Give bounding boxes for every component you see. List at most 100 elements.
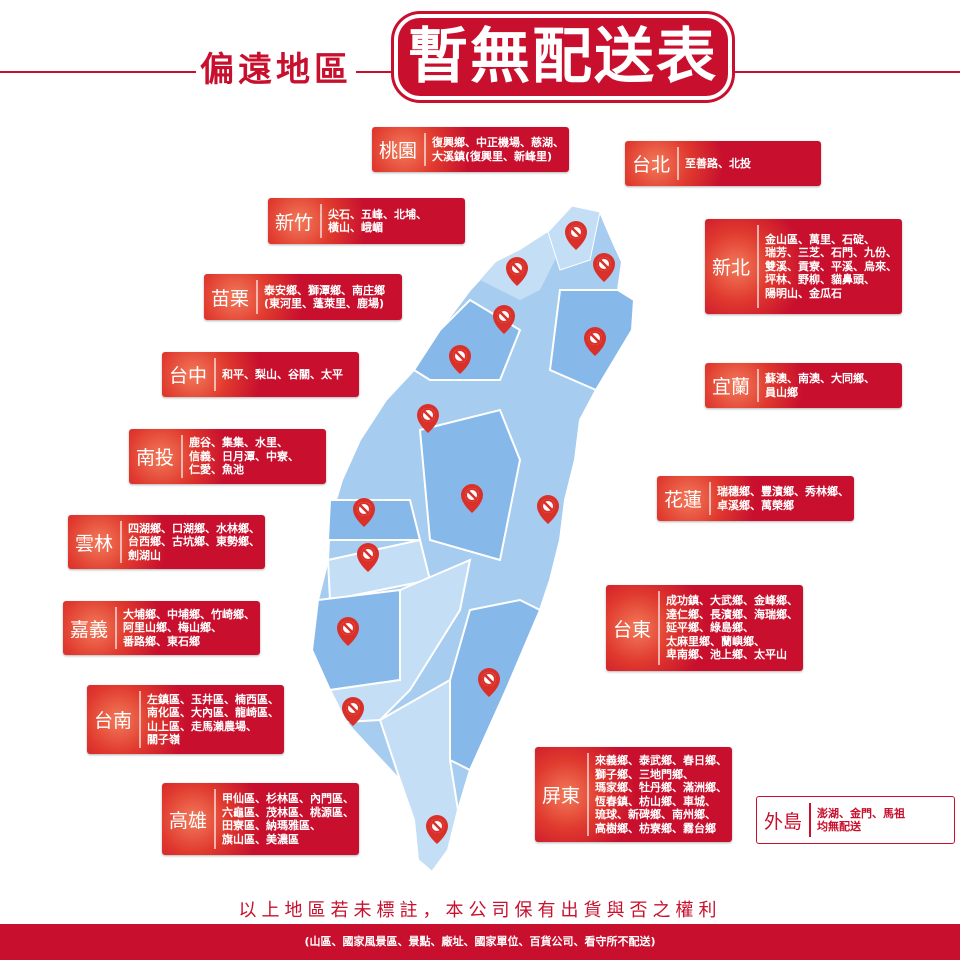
area-line: 獅子鄉、三地門鄉、 [595,767,694,781]
area-line: 瑞穗鄉、豐濱鄉、秀林鄉、 [717,485,849,498]
footer-exclusions: (山區、國家風景區、景點、廠址、國家單位、百貨公司、看守所不配送) [0,924,960,960]
title-prefix: 偏遠地區 [196,42,356,91]
area-line: 大埔鄉、中埔鄉、竹崎鄉、 [123,607,255,621]
region-areas: 來義鄉、泰武鄉、春日鄉、 獅子鄉、三地門鄉、 瑪家鄉、牡丹鄉、滿洲鄉、 恆春鎮、枋山鄉… [589,754,727,835]
area-line: 六龜區、茂林區、桃源區、 [222,805,354,819]
area-line: 均無配送 [817,820,861,833]
region-areas: 甲仙區、杉林區、內門區、 六龜區、茂林區、桃源區、 田寮區、納瑪雅區、 旗山區、美濃區 [216,792,354,846]
region-name: 新竹 [274,211,313,234]
region-name: 高雄 [168,809,207,832]
region-name: 台北 [631,154,670,176]
area-line: (東河里、蓬萊里、鹿場) [264,297,385,310]
area-line: 信義、日月潭、中寮、 [189,449,299,463]
region-divider [709,482,711,515]
region-box: 台東 成功鎮、大武鄉、金峰鄉、 達仁鄉、長濱鄉、海瑞鄉、 延平鄉、綠島鄉、 太麻里鄉、蘭… [606,585,803,671]
region-areas: 蘇澳、南澳、大同鄉、 員山鄉 [759,372,875,399]
region-divider [120,521,122,563]
region-divider [214,789,216,849]
area-line: 延平鄉、綠島鄉、 [666,621,754,635]
no-delivery-pin-icon [426,815,448,844]
region-areas: 金山區、萬里、石碇、 瑞芳、三芝、石門、九份、 雙溪、貢寮、平溪、烏來、 坪林、野柳、… [759,233,897,301]
area-line: 南化區、大內區、龍崎區、 [147,706,279,719]
area-line: 高樹鄉、枋寮鄉、霧台鄉 [595,821,716,835]
region-name: 嘉義 [69,618,108,641]
region-box: 花蓮 瑞穗鄉、豐濱鄉、秀林鄉、 卓溪鄉、萬榮鄉 [657,476,854,521]
region-divider [214,358,216,391]
area-line: 坪林、野柳、貓鼻頭、 [765,273,875,287]
region-name: 外島 [763,810,802,833]
region-areas: 鹿谷、集集、水里、 信義、日月潭、中寮、 仁愛、魚池 [183,436,299,477]
region-areas: 澎湖、金門、馬祖 均無配送 [811,807,905,834]
region-box: 雲林 四湖鄉、口湖鄉、水林鄉、 台西鄉、古坑鄉、東勢鄉、 劍湖山 [68,515,265,569]
area-line: 蘇澳、南澳、大同鄉、 [765,372,875,385]
region-divider [256,280,258,314]
region-box: 新竹 尖石、五峰、北埔、 橫山、峨嵋 [268,198,465,244]
region-divider [587,753,589,836]
area-line: 仁愛、魚池 [189,463,244,477]
area-line: 大溪鎮(復興里、新峰里) [432,149,553,163]
area-line: 恆春鎮、枋山鄉、車城、 [595,794,716,808]
no-delivery-pin-icon [537,495,559,524]
no-delivery-pin-icon [593,253,615,282]
region-areas: 大埔鄉、中埔鄉、竹崎鄉、 阿里山鄉、梅山鄉、 番路鄉、東石鄉 [117,608,255,649]
area-line: 阿里山鄉、梅山鄉、 [123,621,222,635]
region-box: 新北 金山區、萬里、石碇、 瑞芳、三芝、石門、九份、 雙溪、貢寮、平溪、烏來、 坪林、野… [705,219,902,314]
region-areas: 四湖鄉、口湖鄉、水林鄉、 台西鄉、古坑鄉、東勢鄉、 劍湖山 [122,522,260,563]
area-line: 橫山、峨嵋 [328,221,383,234]
area-line: 和平、梨山、谷關、太平 [222,367,343,381]
area-line: 員山鄉 [765,385,798,399]
no-delivery-pin-icon [584,327,606,356]
region-areas: 左鎮區、玉井區、楠西區、 南化區、大內區、龍崎區、 山上區、走馬瀨農場、 關子嶺 [141,693,279,747]
region-name: 屏東 [541,785,580,807]
region-name: 桃園 [378,140,417,162]
area-line: 達仁鄉、長濱鄉、海瑞鄉、 [666,607,798,621]
no-delivery-pin-icon [337,617,359,646]
area-line: 台西鄉、古坑鄉、東勢鄉、 [128,535,260,549]
map-region-yunlin [326,499,422,541]
area-line: 田寮區、納瑪雅區、 [222,819,321,832]
region-areas: 尖石、五峰、北埔、 橫山、峨嵋 [322,208,427,235]
region-box: 台南 左鎮區、玉井區、楠西區、 南化區、大內區、龍崎區、 山上區、走馬瀨農場、 關子嶺 [87,685,284,754]
region-box: 台中 和平、梨山、谷關、太平 [162,352,359,397]
region-box: 南投 鹿谷、集集、水里、 信義、日月潭、中寮、 仁愛、魚池 [129,429,326,484]
region-box: 高雄 甲仙區、杉林區、內門區、 六龜區、茂林區、桃源區、 田寮區、納瑪雅區、 旗山區、美… [162,783,359,855]
region-areas: 瑞穗鄉、豐濱鄉、秀林鄉、 卓溪鄉、萬榮鄉 [711,485,849,512]
region-divider [757,369,759,402]
area-line: 泰安鄉、獅潭鄉、南庄鄉 [264,283,385,297]
region-areas: 至善路、北投 [679,157,751,171]
area-line: 劍湖山 [128,548,161,562]
area-line: 復興鄉、中正機場、慈湖、 [432,136,564,149]
area-line: 琉球、新碑鄉、南州鄉、 [595,808,716,821]
region-divider [658,591,660,665]
area-line: 陽明山、金瓜石 [765,286,842,300]
region-box: 苗栗 泰安鄉、獅潭鄉、南庄鄉 (東河里、蓬萊里、鹿場) [204,274,402,320]
area-line: 左鎮區、玉井區、楠西區、 [147,692,279,706]
footer-note: 以上地區若未標註，本公司保有出貨與否之權利 [238,900,722,921]
region-divider [320,204,322,238]
region-divider [181,435,183,478]
area-line: 雙溪、貢寮、平溪、烏來、 [765,259,897,273]
region-name: 苗栗 [210,287,249,310]
area-line: 瑪家鄉、牡丹鄉、滿洲鄉、 [595,781,727,794]
region-box: 外島 澎湖、金門、馬祖 均無配送 [756,796,955,844]
region-divider [115,607,117,649]
area-line: 山上區、走馬瀨農場、 [147,719,257,733]
region-name: 南投 [135,447,174,469]
region-name: 雲林 [74,532,113,555]
region-areas: 復興鄉、中正機場、慈湖、 大溪鎮(復興里、新峰里) [426,136,564,163]
region-divider [757,225,759,308]
region-name: 花蓮 [663,489,702,511]
area-line: 卓溪鄉、萬榮鄉 [717,498,794,512]
map-region-central [412,298,522,381]
region-name: 宜蘭 [711,376,750,398]
region-areas: 成功鎮、大武鄉、金峰鄉、 達仁鄉、長濱鄉、海瑞鄉、 延平鄉、綠島鄉、 太麻里鄉、蘭嶼鄉… [660,594,798,662]
region-box: 台北 至善路、北投 [625,141,821,186]
area-line: 卑南鄉、池上鄉、太平山 [666,648,787,662]
area-line: 澎湖、金門、馬祖 [817,806,905,820]
region-name: 台南 [93,710,132,732]
region-box: 屏東 來義鄉、泰武鄉、春日鄉、 獅子鄉、三地門鄉、 瑪家鄉、牡丹鄉、滿洲鄉、 恆春鎮、枋… [535,747,732,842]
no-delivery-pin-icon [357,543,379,572]
area-line: 四湖鄉、口湖鄉、水林鄉、 [128,521,260,535]
